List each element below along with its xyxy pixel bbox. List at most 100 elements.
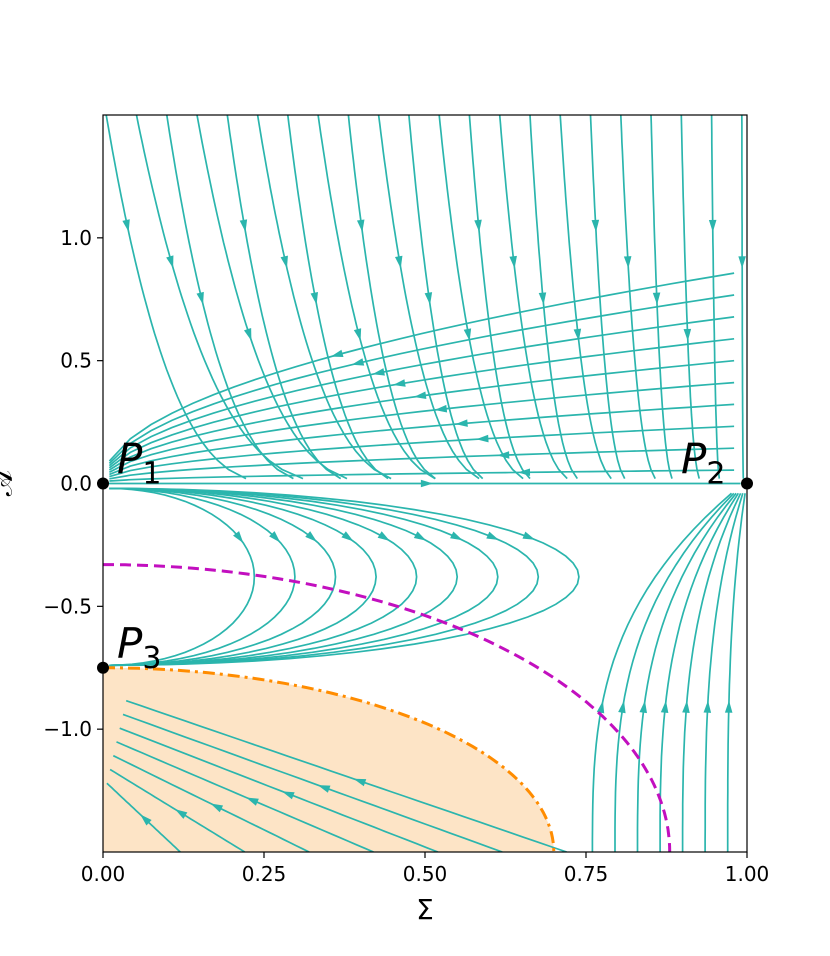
streamline-layer xyxy=(103,115,746,852)
x-axis-label: Σ xyxy=(416,893,434,926)
streamline-arrow xyxy=(233,531,244,544)
streamline-arrow xyxy=(175,809,188,819)
streamline-arrow xyxy=(413,531,427,541)
x-tick-label: 0.25 xyxy=(242,862,287,886)
streamline-arrow xyxy=(424,292,433,305)
streamline xyxy=(196,115,348,480)
streamline xyxy=(109,487,296,667)
streamline xyxy=(109,487,459,667)
streamline xyxy=(109,447,735,480)
streamline xyxy=(122,713,503,852)
streamline-arrow xyxy=(596,700,605,714)
tick-layer: 0.00 0.25 0.50 0.75 1.00 −1.0 −0.5 0.0 0.5 1.0 xyxy=(43,226,769,886)
streamline xyxy=(377,115,480,480)
streamline-arrow xyxy=(450,531,463,541)
y-tick-label: 1.0 xyxy=(60,226,92,250)
streamline-arrow xyxy=(497,451,510,459)
streamline xyxy=(125,699,567,852)
streamline-arrow xyxy=(140,814,152,826)
y-axis-label: 𝒜 xyxy=(0,466,19,496)
streamline-arrow xyxy=(394,255,403,269)
streamline xyxy=(681,492,742,852)
streamline xyxy=(710,115,721,479)
streamline-arrow xyxy=(522,531,536,540)
dashed-separatrix-curve xyxy=(103,563,672,852)
streamline-arrow xyxy=(353,778,367,787)
streamline-arrow xyxy=(738,256,746,269)
fixed-point-label: P2 xyxy=(681,435,725,492)
fixed-point-marker xyxy=(97,661,109,674)
streamline xyxy=(680,115,701,479)
streamline-arrow xyxy=(239,219,248,232)
streamline xyxy=(105,115,247,480)
streamline xyxy=(559,115,612,480)
streamline xyxy=(650,115,673,479)
streamline-arrow xyxy=(455,419,468,427)
streamline xyxy=(119,727,439,852)
streamline xyxy=(438,115,524,480)
streamline xyxy=(740,115,745,479)
streamline-arrow xyxy=(474,219,482,233)
streamline xyxy=(108,337,735,469)
streamline-arrow xyxy=(652,292,661,305)
streamline-arrow xyxy=(377,531,390,541)
streamline-arrow xyxy=(269,531,281,543)
streamline-arrow xyxy=(305,531,317,542)
streamline xyxy=(109,487,540,667)
streamline xyxy=(614,492,735,852)
streamline-arrow xyxy=(280,255,288,269)
streamline-arrow xyxy=(210,803,224,813)
x-tick-label: 0.75 xyxy=(564,862,609,886)
streamline xyxy=(704,493,744,852)
y-tick-label: 0.5 xyxy=(60,349,92,373)
streamline-arrow xyxy=(196,291,204,305)
streamline-arrow xyxy=(353,328,362,341)
x-tick-label: 0.00 xyxy=(81,862,126,886)
streamline-arrow xyxy=(639,700,647,714)
streamline xyxy=(109,469,735,482)
streamline xyxy=(108,294,735,465)
streamline xyxy=(109,487,499,667)
streamline xyxy=(226,115,342,480)
fixed-point-label: P1 xyxy=(117,435,161,492)
streamline-arrow xyxy=(463,328,472,342)
streamline xyxy=(109,487,337,667)
streamline-arrow xyxy=(683,328,692,342)
streamline xyxy=(109,425,735,478)
streamline xyxy=(135,115,304,480)
streamline-arrow xyxy=(166,255,174,269)
streamline-arrow xyxy=(413,391,427,400)
fixed-point-marker xyxy=(97,477,109,490)
streamline-arrow xyxy=(310,292,318,305)
streamline-arrow xyxy=(703,700,712,713)
fixed-point-label: P3 xyxy=(117,619,161,676)
streamline-arrow xyxy=(246,797,259,806)
fixed-point-marker xyxy=(741,477,753,490)
streamline xyxy=(108,272,735,462)
streamline-arrow xyxy=(434,404,448,413)
streamline xyxy=(109,487,580,667)
streamline xyxy=(529,115,579,480)
dashdot-boundary-curve xyxy=(103,666,556,852)
streamline-arrow xyxy=(476,434,489,443)
streamline-arrow xyxy=(509,255,517,269)
curve-layer xyxy=(103,563,672,852)
streamline xyxy=(109,403,735,476)
streamline-arrow xyxy=(660,700,669,714)
x-tick-label: 0.50 xyxy=(403,862,448,886)
streamline-arrow xyxy=(724,700,733,713)
streamline-arrow xyxy=(393,379,406,387)
streamline xyxy=(109,487,418,667)
streamline xyxy=(317,115,436,480)
streamline xyxy=(636,492,737,852)
streamline-arrow xyxy=(341,531,354,542)
streamline xyxy=(468,115,531,480)
streamline-arrow xyxy=(486,531,499,540)
streamline xyxy=(256,115,392,480)
streamline-arrow xyxy=(708,219,717,233)
streamline xyxy=(591,492,733,852)
streamline-arrow xyxy=(420,479,433,488)
streamline xyxy=(726,493,746,852)
y-tick-label: −1.0 xyxy=(43,717,92,741)
